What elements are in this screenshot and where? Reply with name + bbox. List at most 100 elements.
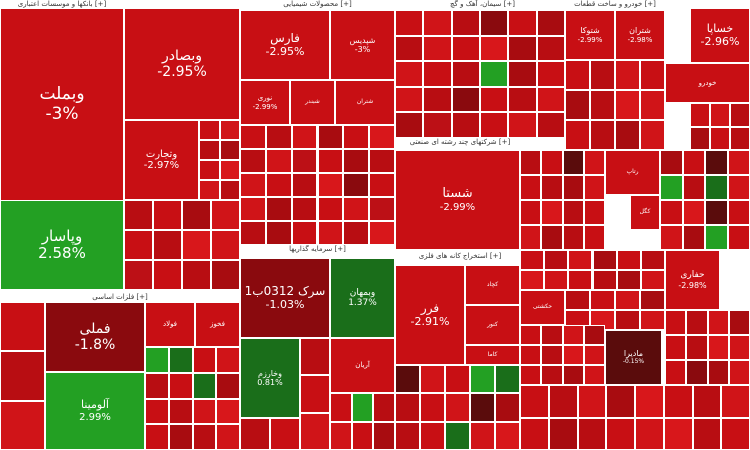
treemap-tile[interactable] (317, 149, 344, 173)
treemap-tile-20[interactable]: شتران -2.98% (615, 10, 665, 60)
treemap-tile[interactable] (536, 61, 565, 87)
treemap-tile[interactable] (291, 197, 318, 221)
treemap-tile[interactable] (640, 270, 665, 290)
treemap-tile[interactable] (300, 412, 330, 450)
treemap-tile[interactable] (300, 375, 330, 413)
treemap-tile[interactable] (291, 149, 318, 173)
treemap-tile[interactable] (495, 421, 520, 450)
treemap-tile[interactable] (470, 421, 495, 450)
treemap-tile[interactable] (495, 365, 520, 394)
treemap-tile[interactable] (606, 385, 635, 418)
treemap-tile[interactable] (520, 385, 549, 418)
treemap-tile-10[interactable]: فملی -1.8% (45, 302, 145, 372)
treemap-tile[interactable] (265, 221, 292, 245)
treemap-tile[interactable] (192, 372, 217, 399)
treemap-tile[interactable] (728, 360, 750, 385)
treemap-tile[interactable] (153, 230, 182, 260)
treemap-tile[interactable] (640, 60, 665, 90)
treemap-tile[interactable] (710, 103, 730, 127)
treemap-tile[interactable] (536, 10, 565, 36)
treemap-tile[interactable] (216, 372, 240, 399)
treemap-tile[interactable] (544, 270, 569, 290)
treemap-tile[interactable] (616, 250, 641, 270)
treemap-tile[interactable] (395, 86, 424, 113)
treemap-tile[interactable] (168, 398, 193, 425)
treemap-tile[interactable] (420, 421, 445, 450)
treemap-tile[interactable] (728, 335, 750, 360)
treemap-tile[interactable] (692, 385, 722, 418)
treemap-tile[interactable] (343, 197, 370, 221)
section-header[interactable]: فلزات اساسی [+] (0, 293, 240, 301)
treemap-tile[interactable] (182, 230, 211, 260)
treemap-tile[interactable] (541, 365, 563, 385)
treemap-tile[interactable] (541, 150, 563, 175)
treemap-tile[interactable] (615, 60, 640, 90)
treemap-tile[interactable] (682, 200, 705, 225)
treemap-tile[interactable] (590, 120, 615, 150)
treemap-tile[interactable] (686, 310, 708, 335)
treemap-tile[interactable] (727, 150, 750, 175)
treemap-tile[interactable] (728, 310, 750, 335)
treemap-tile-23[interactable]: حفاری -2.98% (665, 250, 720, 310)
treemap-tile[interactable] (583, 150, 605, 175)
treemap-tile[interactable] (640, 90, 665, 120)
section-header[interactable]: خودرو و ساخت قطعات [+] (565, 0, 665, 8)
treemap-tile[interactable] (544, 250, 569, 270)
treemap-tile-25[interactable]: رتاپ (605, 150, 660, 195)
treemap-tile[interactable] (343, 149, 370, 173)
treemap-tile-28[interactable]: کنور (465, 305, 520, 345)
treemap-tile[interactable] (351, 393, 374, 422)
treemap-tile[interactable] (565, 120, 590, 150)
treemap-tile[interactable] (420, 393, 445, 422)
treemap-tile[interactable] (520, 175, 542, 200)
treemap-tile[interactable] (124, 260, 153, 290)
treemap-tile[interactable] (495, 393, 520, 422)
treemap-tile[interactable] (592, 250, 617, 270)
treemap-tile[interactable] (211, 200, 240, 230)
treemap-tile[interactable] (665, 360, 687, 385)
treemap-tile[interactable] (182, 200, 211, 230)
treemap-tile[interactable] (199, 120, 220, 140)
treemap-tile[interactable] (635, 417, 664, 450)
treemap-tile-21[interactable]: خودرو (665, 63, 750, 103)
treemap-tile[interactable] (640, 290, 665, 310)
treemap-tile[interactable] (562, 200, 584, 225)
treemap-tile[interactable] (660, 225, 683, 250)
treemap-tile[interactable] (590, 60, 615, 90)
treemap-tile[interactable] (124, 230, 153, 260)
treemap-tile[interactable] (265, 125, 292, 149)
treemap-tile-18[interactable]: خساپا -2.96% (690, 8, 750, 63)
treemap-tile[interactable] (192, 347, 217, 373)
treemap-tile-26[interactable]: کگل (630, 195, 660, 230)
treemap-tile[interactable] (682, 175, 705, 200)
treemap-tile-17[interactable]: فرر -2.91% (395, 265, 465, 365)
treemap-tile[interactable] (240, 221, 266, 245)
treemap-tile-9[interactable]: شستا -2.99% (395, 150, 520, 250)
treemap-tile[interactable] (199, 180, 220, 200)
treemap-tile[interactable] (562, 365, 584, 385)
treemap-tile[interactable] (343, 221, 370, 245)
treemap-tile[interactable] (707, 310, 729, 335)
treemap-tile[interactable] (660, 150, 683, 175)
treemap-tile[interactable] (541, 325, 563, 345)
treemap-tile[interactable] (615, 310, 640, 330)
treemap-tile[interactable] (369, 125, 395, 149)
treemap-tile[interactable] (660, 175, 683, 200)
treemap-tile[interactable] (520, 417, 549, 450)
treemap-tile[interactable] (508, 86, 537, 113)
treemap-tile[interactable] (583, 345, 605, 365)
treemap-tile[interactable] (640, 310, 665, 330)
treemap-tile[interactable] (577, 385, 607, 418)
treemap-tile[interactable] (592, 270, 617, 290)
section-header[interactable]: بانکها و موسسات اعتباری [+] (0, 0, 124, 8)
treemap-tile[interactable] (562, 175, 584, 200)
treemap-tile[interactable] (520, 270, 545, 290)
treemap-tile[interactable] (373, 393, 395, 422)
treemap-tile[interactable] (562, 345, 584, 365)
treemap-tile[interactable] (219, 140, 240, 160)
treemap-tile[interactable] (395, 112, 424, 138)
treemap-tile[interactable] (705, 225, 728, 250)
section-header[interactable]: سرمایه گذاریها [+] (240, 245, 395, 253)
treemap-tile[interactable] (470, 365, 495, 394)
section-header[interactable]: محصولات شیمیایی [+] (240, 0, 395, 8)
